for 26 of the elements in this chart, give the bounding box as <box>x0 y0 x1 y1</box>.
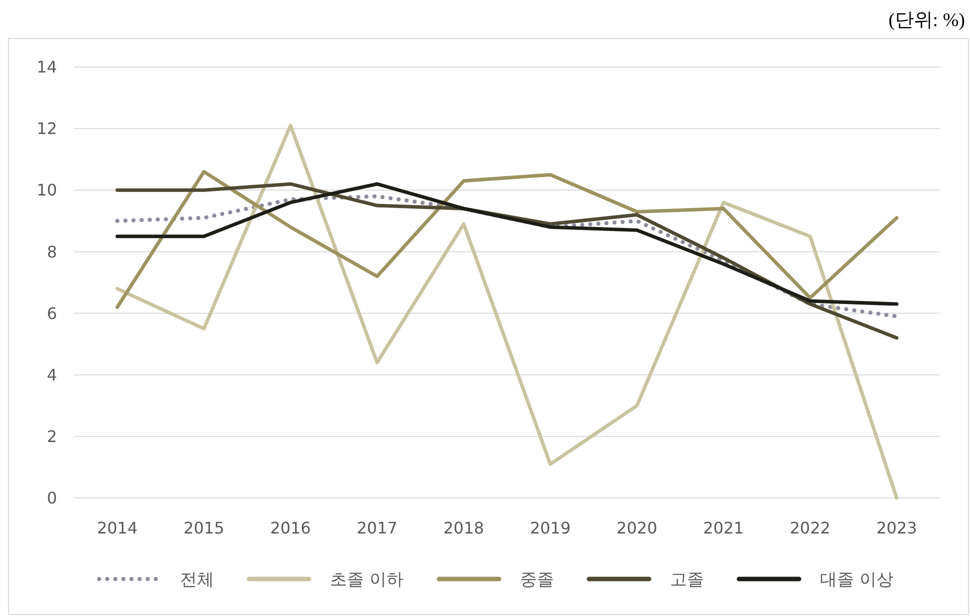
x-tick-label: 2018 <box>443 518 484 538</box>
x-tick-label: 2023 <box>876 518 918 538</box>
y-tick-label: 0 <box>46 488 57 508</box>
y-tick-label: 4 <box>46 365 57 384</box>
line-series <box>116 124 898 500</box>
legend-label: 전체 <box>180 570 214 590</box>
x-tick-label: 2015 <box>184 518 224 538</box>
y-tick-label: 2 <box>46 427 57 446</box>
x-tick-label: 2020 <box>616 518 658 538</box>
y-tick-label: 14 <box>36 58 57 77</box>
x-tick-label: 2022 <box>790 518 830 538</box>
y-tick-label: 10 <box>36 180 57 200</box>
text: (단위: %) <box>888 10 965 31</box>
x-tick-label: 2016 <box>270 518 311 538</box>
y-tick-label: 8 <box>46 242 57 262</box>
legend-label: 중졸 <box>520 570 554 590</box>
legend-label: 고졸 <box>670 570 704 590</box>
legend-label: 초졸 이하 <box>330 570 404 590</box>
x-tick-label: 2017 <box>356 518 398 538</box>
x-tick-label: 2021 <box>703 518 744 538</box>
x-tick-label: 2014 <box>96 518 138 538</box>
y-tick-label: 6 <box>46 304 57 323</box>
x-tick-label: 2019 <box>530 518 571 538</box>
legend-label: 대졸 이상 <box>820 570 894 590</box>
line-series <box>115 194 899 318</box>
y-tick-label: 12 <box>36 119 57 138</box>
